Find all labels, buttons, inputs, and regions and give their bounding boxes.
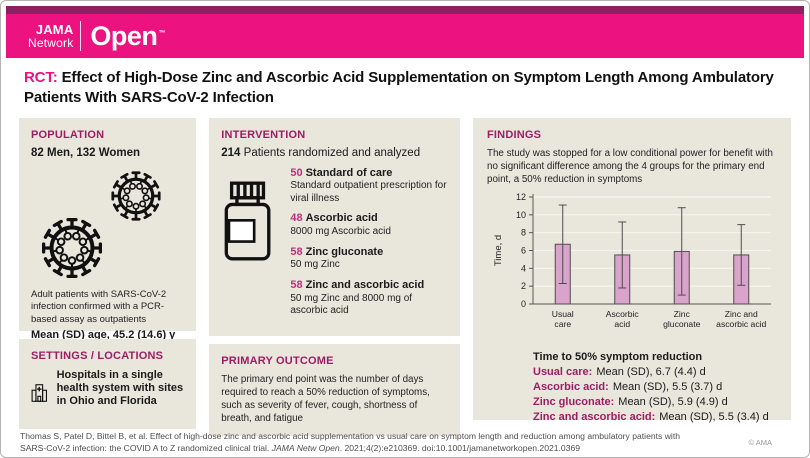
arm-count: 58 xyxy=(290,245,303,258)
findings-summary: The study was stopped for a low conditio… xyxy=(487,147,773,185)
brand-jama: JAMA xyxy=(35,22,74,38)
journal-name: JAMA Netw Open xyxy=(271,443,340,454)
population-column: POPULATION 82 Men, 132 Women Adult patie… xyxy=(19,117,197,429)
rct-tag: RCT: xyxy=(24,69,58,86)
result-label: Zinc gluconate: xyxy=(533,396,615,409)
arm-detail: 50 mg Zinc xyxy=(290,259,340,271)
result-label: Usual care: xyxy=(533,365,593,378)
arm-count: 58 xyxy=(290,278,303,291)
findings-column: FINDINGS The study was stopped for a low… xyxy=(473,117,791,423)
total-count: 214 xyxy=(221,146,241,159)
intervention-panel: INTERVENTION 214 Patients randomized and… xyxy=(209,117,460,336)
arm-name: Standard of care xyxy=(305,166,393,179)
citation-part1: Thomas S, Patel D, Bittel B, et al. Effe… xyxy=(20,430,681,454)
coronavirus-icon xyxy=(41,217,103,278)
result-usual-care: Usual care: Mean (SD), 6.7 (4.4) d xyxy=(533,365,777,380)
jama-network-logo: JAMA Network xyxy=(28,22,74,50)
arm-detail: 8000 mg Ascorbic acid xyxy=(290,226,391,238)
primary-outcome-panel: PRIMARY OUTCOME The primary end point wa… xyxy=(209,343,460,437)
result-label: Zinc and ascorbic acid: xyxy=(533,411,656,424)
population-counts: 82 Men, 132 Women xyxy=(31,146,141,159)
arm-detail: Standard outpatient prescription for vir… xyxy=(290,180,447,204)
svg-text:8: 8 xyxy=(521,228,526,238)
arm-name: Zinc gluconate xyxy=(305,245,384,258)
svg-text:Zinc and: Zinc and xyxy=(725,309,758,319)
svg-text:Zinc: Zinc xyxy=(674,309,691,319)
svg-text:6: 6 xyxy=(521,245,526,255)
settings-heading: SETTINGS / LOCATIONS xyxy=(31,349,164,362)
arm-count: 50 xyxy=(290,166,303,179)
findings-results: Time to 50% symptom reduction Usual care… xyxy=(533,351,777,426)
content-columns: POPULATION 82 Men, 132 Women Adult patie… xyxy=(6,117,804,437)
pill-bottle-icon xyxy=(224,181,271,261)
intervention-column: INTERVENTION 214 Patients randomized and… xyxy=(209,117,460,437)
findings-heading: FINDINGS xyxy=(487,128,542,141)
svg-text:acid: acid xyxy=(614,319,630,329)
brand-open: Open™ xyxy=(90,20,165,51)
settings-description: Hospitals in a single health system with… xyxy=(56,368,184,408)
result-zinc-gluconate: Zinc gluconate: Mean (SD), 5.9 (4.9) d xyxy=(533,395,777,410)
arm-name: Ascorbic acid xyxy=(305,212,378,225)
primary-outcome-text: The primary end point was the number of … xyxy=(221,373,430,424)
svg-text:Ascorbic: Ascorbic xyxy=(606,309,640,319)
results-title: Time to 50% symptom reduction xyxy=(533,350,703,363)
population-panel: POPULATION 82 Men, 132 Women Adult patie… xyxy=(19,117,197,341)
top-accent-strip xyxy=(6,6,804,14)
arm-ascorbic-acid: 48 Ascorbic acid 8000 mg Ascorbic acid xyxy=(290,212,448,238)
citation-part2: . 2021;4(2):e210369. doi:10.1001/jamanet… xyxy=(339,443,581,454)
title-text: Effect of High-Dose Zinc and Ascorbic Ac… xyxy=(24,69,774,106)
total-label: Patients randomized and analyzed xyxy=(243,146,421,159)
result-zinc-and-ascorbic-acid: Zinc and ascorbic acid: Mean (SD), 5.5 (3… xyxy=(533,410,777,425)
citation-footer: Thomas S, Patel D, Bittel B, et al. Effe… xyxy=(6,420,804,456)
arm-name: Zinc and ascorbic acid xyxy=(305,278,425,291)
ama-copyright: © AMA xyxy=(748,437,772,447)
intervention-arms: 50 Standard of care Standard outpatient p… xyxy=(290,167,448,325)
coronavirus-icon xyxy=(111,171,161,221)
result-value: Mean (SD), 6.7 (4.4) d xyxy=(596,365,706,378)
svg-text:gluconate: gluconate xyxy=(663,319,700,329)
svg-text:ascorbic acid: ascorbic acid xyxy=(716,319,766,329)
result-value: Mean (SD), 5.5 (3.4) d xyxy=(659,411,769,424)
brand-divider xyxy=(80,21,82,51)
trademark-symbol: ™ xyxy=(158,29,165,37)
result-ascorbic-acid: Ascorbic acid: Mean (SD), 5.5 (3.7) d xyxy=(533,380,777,395)
population-heading: POPULATION xyxy=(31,128,105,141)
result-value: Mean (SD), 5.5 (3.7) d xyxy=(612,381,723,394)
arm-detail: 50 mg Zinc and 8000 mg of ascorbic acid xyxy=(290,292,413,317)
findings-panel: FINDINGS The study was stopped for a low… xyxy=(473,117,791,423)
settings-panel: SETTINGS / LOCATIONS Hospitals in a sing… xyxy=(19,338,197,429)
virus-illustration xyxy=(31,163,184,285)
arm-zinc-and-ascorbic-acid: 58 Zinc and ascorbic acid 50 mg Zinc and … xyxy=(290,279,448,318)
population-description: Adult patients with SARS-CoV-2 infection… xyxy=(31,288,167,325)
arm-count: 48 xyxy=(290,212,303,225)
result-value: Mean (SD), 5.9 (4.9) d xyxy=(618,396,728,409)
population-age: Mean (SD) age, 45.2 (14.6) y xyxy=(31,329,176,342)
arm-zinc-gluconate: 58 Zinc gluconate 50 mg Zinc xyxy=(290,246,448,272)
hospital-icon xyxy=(31,383,48,402)
primary-outcome-heading: PRIMARY OUTCOME xyxy=(221,354,334,367)
svg-text:10: 10 xyxy=(516,210,526,220)
jama-banner: JAMA Network Open™ xyxy=(6,14,804,58)
svg-text:Time, d: Time, d xyxy=(493,235,504,266)
citation-text: Thomas S, Patel D, Bittel B, et al. Effe… xyxy=(20,430,680,456)
svg-text:0: 0 xyxy=(521,299,526,309)
svg-text:Usual: Usual xyxy=(552,309,574,319)
intervention-heading: INTERVENTION xyxy=(221,128,306,141)
intervention-total: 214 Patients randomized and analyzed xyxy=(221,147,448,159)
svg-text:4: 4 xyxy=(521,263,526,273)
svg-text:12: 12 xyxy=(516,192,526,202)
svg-text:2: 2 xyxy=(521,281,526,291)
result-label: Ascorbic acid: xyxy=(533,381,609,394)
study-title: RCT: Effect of High-Dose Zinc and Ascorbi… xyxy=(6,58,804,116)
brand-network: Network xyxy=(28,35,74,50)
svg-text:care: care xyxy=(554,319,571,329)
arm-standard-of-care: 50 Standard of care Standard outpatient p… xyxy=(290,167,448,206)
